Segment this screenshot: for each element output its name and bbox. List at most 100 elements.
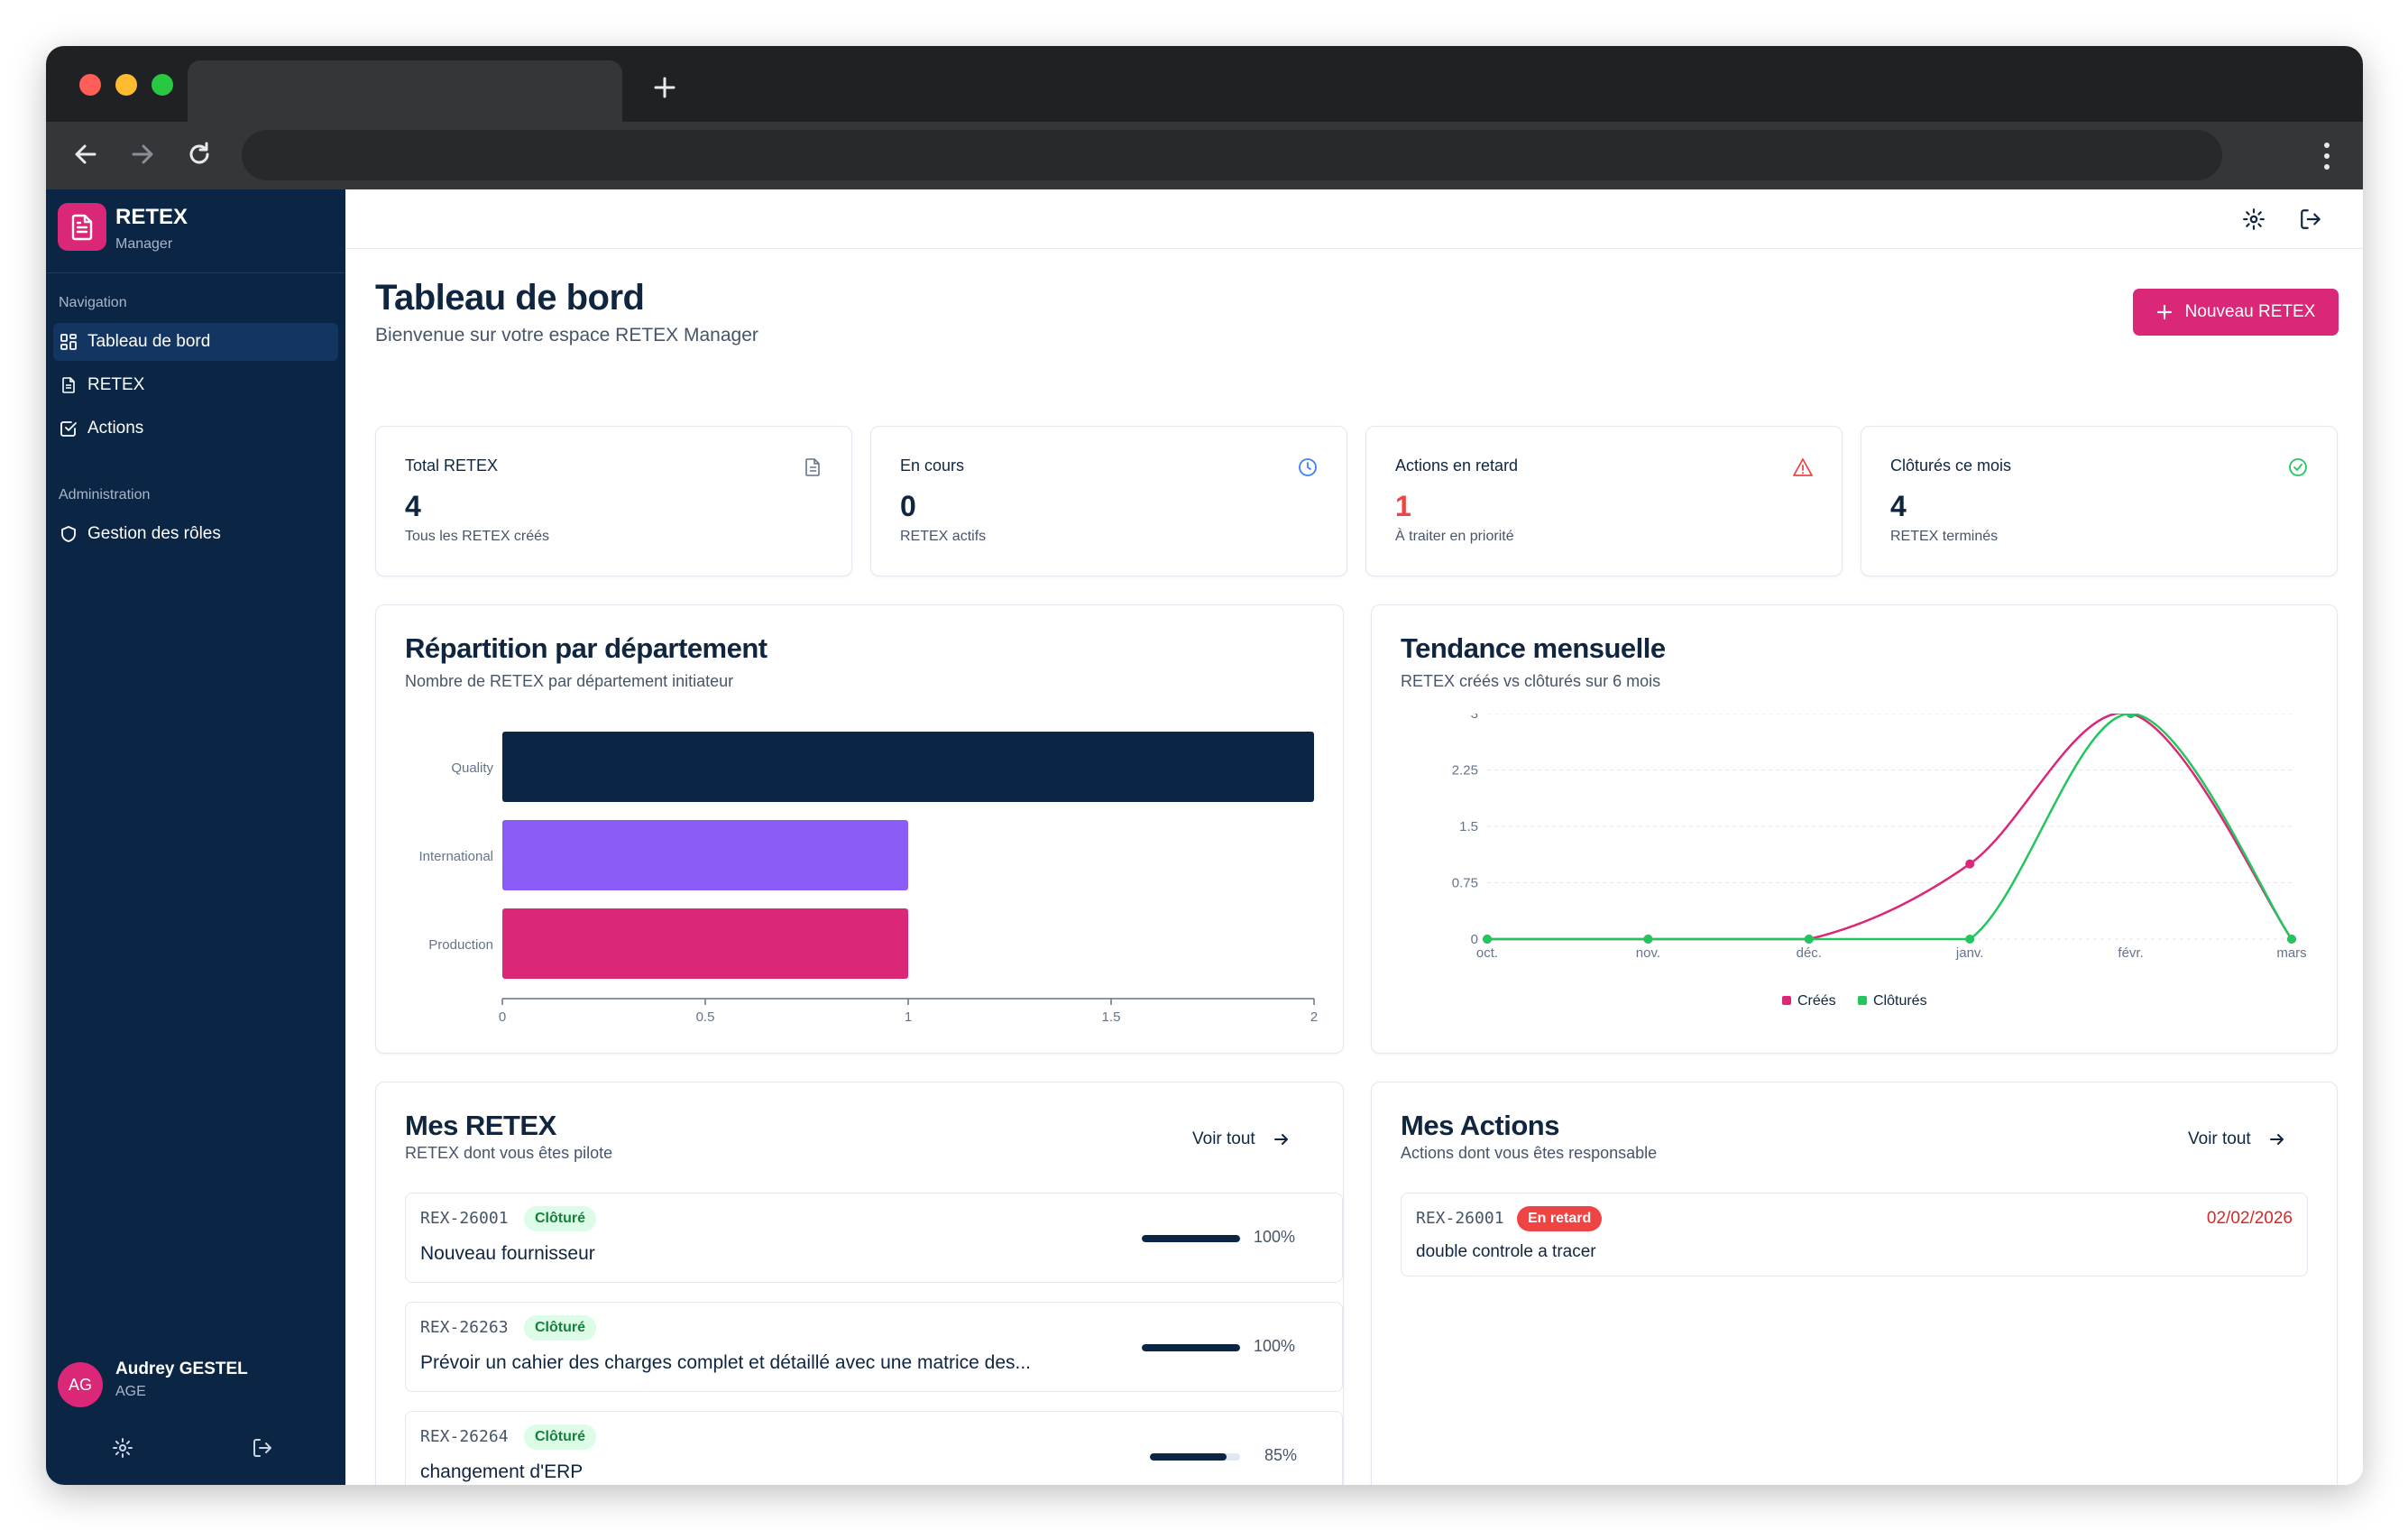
progress-bar [1142,1344,1240,1351]
stat-value: 4 [405,490,421,522]
series-line-closed [1486,714,2293,941]
brand-subtitle: Manager [115,236,173,252]
stat-value: 1 [1395,490,1411,522]
x-tick-label: déc. [1797,945,1822,961]
stat-title: Total RETEX [405,456,499,475]
see-all-retex-link[interactable]: Voir tout [1192,1129,1290,1149]
top-bar [345,189,2363,249]
gear-icon[interactable] [112,1437,133,1459]
logout-icon[interactable] [252,1437,273,1459]
logout-icon[interactable] [2299,207,2322,231]
action-due-date: 02/02/2026 [2206,1209,2293,1228]
sidebar-item-label: Actions [87,419,144,438]
stat-title: Clôturés ce mois [1890,456,2012,475]
x-tick-label: 1.5 [1102,1009,1121,1025]
card-title: Répartition par département [405,632,767,664]
forward-arrow-icon[interactable] [126,138,159,171]
see-all-actions-link[interactable]: Voir tout [2188,1129,2285,1149]
retex-list-item[interactable]: REX-26001 Clôturé Nouveau fournisseur 10… [405,1193,1343,1283]
gear-icon[interactable] [2242,207,2266,231]
address-bar[interactable] [242,130,2222,180]
checkbox-icon [60,421,77,437]
new-retex-button[interactable]: Nouveau RETEX [2133,289,2339,336]
sidebar-item-label: RETEX [87,375,145,394]
y-tick-label: 0.75 [1452,876,1478,891]
minimize-window-button[interactable] [115,74,137,96]
progress-fill [1150,1453,1227,1461]
stat-card-in-progress: En cours 0 RETEX actifs [870,426,1347,576]
page-subtitle: Bienvenue sur votre espace RETEX Manager [375,325,758,346]
legend-label-created: Créés [1797,993,1836,1009]
plus-icon [2156,304,2172,320]
shield-icon [61,526,76,542]
retex-code: REX-26264 [420,1427,509,1446]
card-title: Mes Actions [1401,1110,1559,1141]
card-subtitle: Nombre de RETEX par département initiate… [405,672,734,690]
dashboard-icon [60,334,77,350]
card-title: Tendance mensuelle [1401,632,1666,664]
x-tick-label: mars [2276,945,2306,961]
file-icon [62,377,75,393]
retex-code: REX-26263 [420,1318,509,1337]
stat-card-late-actions: Actions en retard 1 À traiter en priorit… [1365,426,1843,576]
app-logo [58,203,106,251]
nav-section-label: Navigation [59,295,127,310]
document-icon [71,214,93,241]
status-badge: Clôturé [524,1424,596,1450]
sidebar: RETEX Manager Navigation Tableau de bord… [46,189,345,1485]
x-tick-label: févr. [2118,945,2143,961]
stat-value: 4 [1890,490,1907,522]
close-window-button[interactable] [79,74,101,96]
retex-title: Nouveau fournisseur [420,1243,595,1264]
stat-subtitle: RETEX actifs [900,529,987,544]
retex-title: changement d'ERP [420,1461,584,1482]
stat-title: En cours [900,456,965,475]
sidebar-item-actions[interactable]: Actions [53,410,338,447]
y-tick-label: 1.5 [1459,819,1478,834]
user-name: Audrey GESTEL [115,1359,248,1378]
x-tick-label: 0.5 [696,1009,715,1025]
card-subtitle: RETEX dont vous êtes pilote [405,1144,613,1162]
browser-toolbar [46,122,2363,189]
progress-percent: 85% [1264,1446,1298,1464]
main-content: Tableau de bord Bienvenue sur votre espa… [345,189,2363,1485]
status-badge: En retard [1517,1206,1603,1231]
sidebar-item-dashboard[interactable]: Tableau de bord [53,323,338,361]
maximize-window-button[interactable] [152,74,173,96]
legend-swatch-closed [1858,996,1867,1005]
y-tick-label: 2.25 [1452,763,1478,779]
bar-international [502,820,908,890]
new-tab-icon[interactable] [648,71,681,104]
progress-percent: 100% [1254,1337,1296,1355]
progress-percent: 100% [1254,1228,1296,1246]
sidebar-item-retex[interactable]: RETEX [53,366,338,404]
x-tick-label: 1 [905,1009,912,1025]
retex-list-item[interactable]: REX-26264 Clôturé changement d'ERP 85% [405,1411,1343,1485]
data-point-closed [1643,935,1653,944]
action-list-item[interactable]: REX-26001 En retard double controle a tr… [1401,1193,2308,1277]
retex-code: REX-26001 [420,1209,509,1228]
category-label: Quality [451,760,493,776]
my-actions-card: Mes Actions Actions dont vous êtes respo… [1371,1082,2338,1485]
admin-section-label: Administration [59,487,151,502]
retex-list-item[interactable]: REX-26263 Clôturé Prévoir un cahier des … [405,1302,1343,1392]
retex-title: Prévoir un cahier des charges complet et… [420,1352,1032,1373]
status-badge: Clôturé [524,1206,596,1231]
stat-value: 0 [900,490,916,522]
arrow-right-icon [1273,1134,1288,1145]
reload-icon[interactable] [183,138,216,171]
avatar[interactable]: AG [58,1362,103,1407]
warning-icon [1793,458,1813,476]
stat-subtitle: À traiter en priorité [1395,529,1514,544]
sidebar-item-label: Tableau de bord [87,332,211,351]
department-bar-chart: Quality International Production 0 0.5 1 1.5 2 [418,732,1318,1025]
sidebar-divider [46,272,345,273]
browser-tab[interactable] [188,60,622,122]
data-point-closed [1483,935,1492,944]
sidebar-item-roles[interactable]: Gestion des rôles [53,515,338,553]
back-arrow-icon[interactable] [69,138,102,171]
browser-menu-icon[interactable] [2323,140,2330,172]
clock-icon [1299,458,1317,476]
new-retex-label: Nouveau RETEX [2184,302,2316,321]
bar-production [502,908,908,979]
